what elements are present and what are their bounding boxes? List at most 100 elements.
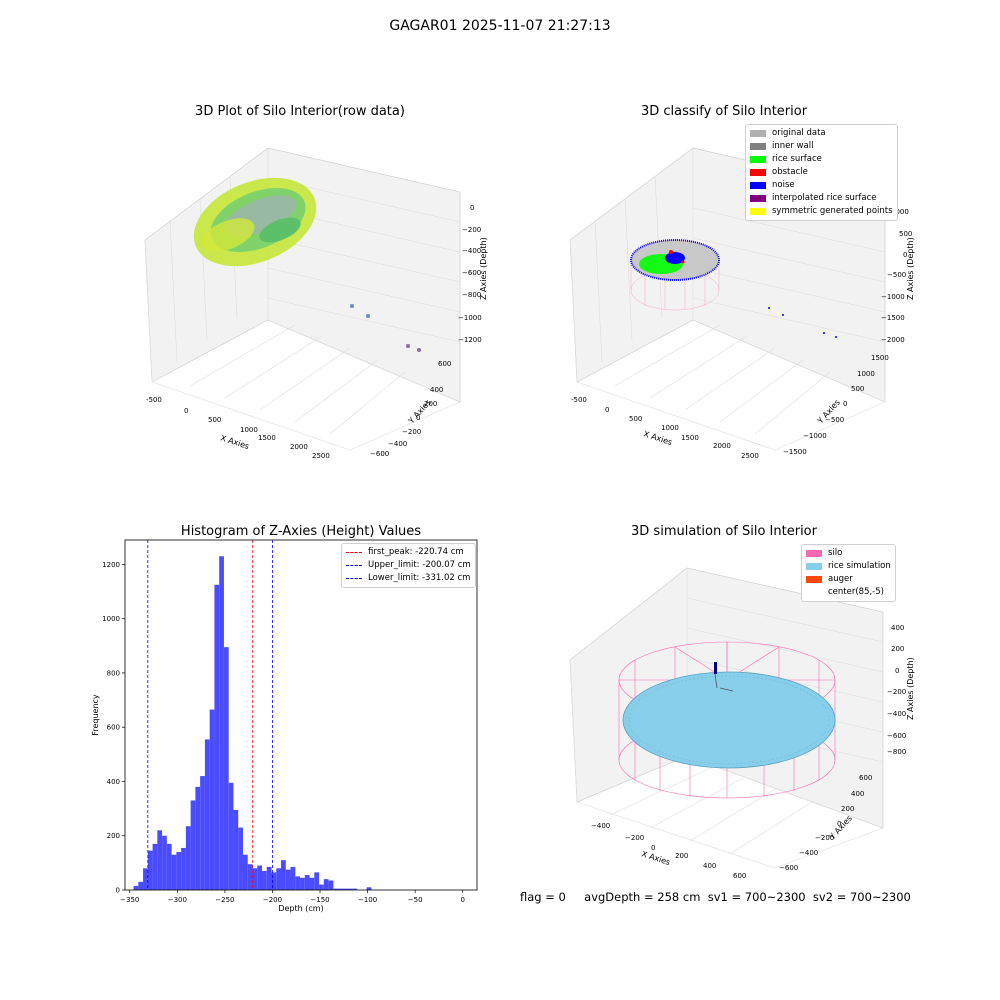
- histogram-bar: [209, 709, 215, 890]
- simulation-3d-plot: −400 −200 0 200 400 600 X Axies 600 400 …: [569, 567, 915, 880]
- sim-ytick: 400: [851, 790, 864, 798]
- histogram-bar: [195, 786, 201, 890]
- histogram-bar: [228, 782, 234, 890]
- histogram-bars: [133, 556, 372, 890]
- classify-ztick: 500: [899, 230, 912, 238]
- legend-swatch: [750, 143, 766, 150]
- histogram-bar: [147, 850, 153, 890]
- legend-item-original-data: original data: [750, 127, 893, 140]
- histogram-bar: [281, 860, 286, 890]
- legend-label: inner wall: [772, 141, 814, 151]
- classify-ztick: 1000: [891, 208, 909, 216]
- legend-label: symmetric generated points: [772, 206, 893, 216]
- sim-ztick: 400: [891, 624, 904, 632]
- histogram-bar: [162, 835, 167, 890]
- histogram-ylabel: Frequency: [91, 694, 100, 736]
- legend-label: center(85,-5): [828, 587, 884, 597]
- classify-ytick: −1500: [783, 448, 807, 456]
- legend-swatch: [806, 576, 822, 583]
- x-tick-label: −100: [358, 896, 377, 904]
- legend-item-first-peak: first_peak: -220.74 cm: [346, 546, 471, 559]
- classify-ztick: −2000: [881, 336, 905, 344]
- raw-xtick: -500: [146, 396, 162, 404]
- histogram-bar: [328, 880, 334, 890]
- histogram-bar: [171, 854, 177, 890]
- sim-ytick: −200: [815, 834, 834, 842]
- histogram-bar: [152, 843, 158, 890]
- raw-xtick: 500: [208, 416, 221, 424]
- x-tick-label: −350: [120, 896, 139, 904]
- auger-marker: [714, 662, 734, 692]
- legend-swatch: [750, 208, 766, 215]
- legend-item-lower-limit: Lower_limit: -331.02 cm: [346, 572, 471, 585]
- histogram-bar: [200, 776, 205, 890]
- simulation-legend: silo rice simulation auger center(85,-5): [801, 544, 896, 602]
- histogram-bar: [285, 869, 291, 890]
- raw-xtick: 1000: [240, 426, 258, 434]
- histogram-bar: [185, 826, 191, 890]
- raw-ztick: −1000: [458, 314, 482, 322]
- legend-swatch: [806, 563, 822, 570]
- classify-legend: original data inner wall rice surface ob…: [745, 124, 898, 221]
- rice-surface-simulation: [622, 671, 836, 769]
- classify-zlabel: Z Axies (Depth): [906, 237, 915, 300]
- legend-label: silo: [828, 548, 843, 558]
- histogram-bar: [252, 868, 258, 890]
- legend-line: [346, 578, 362, 579]
- y-tick-label: 600: [107, 724, 120, 732]
- raw-xtick: 2500: [312, 452, 330, 460]
- histogram-reference-lines: [147, 540, 273, 890]
- raw-ztick: −1200: [458, 336, 482, 344]
- raw-ytick: 0: [416, 414, 420, 422]
- histogram-bar: [319, 884, 324, 890]
- histogram-bar: [314, 872, 320, 890]
- histogram-title: Histogram of Z-Axies (Height) Values: [180, 524, 422, 539]
- legend-label: interpolated rice surface: [772, 193, 877, 203]
- y-tick-label: 800: [107, 669, 120, 677]
- sim-ztick: 200: [891, 645, 904, 653]
- sim-xlabel: X Axies: [640, 849, 671, 867]
- legend-label: noise: [772, 180, 795, 190]
- histogram-bar: [242, 854, 248, 890]
- depth-stats: avgDepth = 258 cm sv1 = 700~2300 sv2 = 7…: [584, 890, 911, 904]
- x-tick-label: −200: [263, 896, 282, 904]
- histogram-bar: [290, 866, 296, 890]
- y-tick-label: 400: [107, 778, 120, 786]
- classify-ytick: −500: [825, 416, 844, 424]
- y-tick-label: 200: [107, 832, 120, 840]
- raw-ztick: −600: [462, 269, 481, 277]
- y-tick-label: 0: [116, 887, 120, 895]
- raw-ytick: 600: [438, 360, 451, 368]
- histogram-bar: [166, 843, 172, 890]
- classify-xtick: 0: [605, 406, 609, 414]
- legend-label: auger: [828, 574, 853, 584]
- classify-ztick: −1500: [881, 314, 905, 322]
- classify-xtick: 2500: [741, 452, 759, 460]
- legend-label: Upper_limit: -200.07 cm: [368, 560, 471, 570]
- histogram-bar: [223, 647, 229, 890]
- sim-ytick: 200: [841, 805, 854, 813]
- sim-ztick: −400: [887, 710, 906, 718]
- sim-ztick: −600: [887, 732, 906, 740]
- raw-ztick: −800: [462, 291, 481, 299]
- sim-ytick: −400: [799, 849, 818, 857]
- raw-ytick: −200: [402, 428, 421, 436]
- raw-ztick: −200: [462, 226, 481, 234]
- raw-ytick: −400: [388, 440, 407, 448]
- classify-plot-title: 3D classify of Silo Interior: [640, 104, 808, 119]
- histogram-bar: [309, 877, 315, 890]
- classify-ytick: 0: [843, 400, 847, 408]
- histogram-bar: [333, 888, 339, 890]
- sim-ztick: −800: [887, 748, 906, 756]
- raw-xlabel: X Axies: [219, 433, 250, 451]
- histogram-bar: [181, 847, 186, 890]
- raw-3d-plot: -500 0 500 1000 1500 2000 2500 X Axies 6…: [144, 147, 488, 460]
- sim-xtick: 600: [733, 872, 746, 880]
- histogram-bar: [238, 827, 243, 890]
- raw-zlabel: Z Axies (Depth): [479, 237, 488, 300]
- classify-ztick: −500: [887, 271, 906, 279]
- legend-label: rice surface: [772, 154, 822, 164]
- histogram-y-ticks: 0 200 400 600 800 1000 1200: [102, 561, 125, 895]
- histogram-bar: [271, 872, 277, 890]
- histogram-xlabel: Depth (cm): [278, 904, 323, 913]
